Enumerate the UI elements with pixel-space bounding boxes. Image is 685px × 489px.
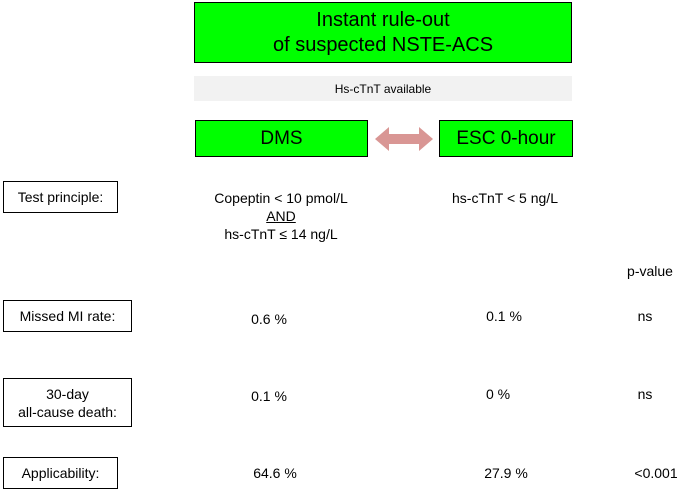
death-label-box: 30-day all-cause death: (3, 378, 132, 427)
esc-label: ESC 0-hour (456, 127, 556, 149)
applicability-p-value: <0.001 (634, 465, 678, 481)
applicability-esc-value: 27.9 % (484, 465, 528, 481)
missed-mi-p-value: ns (637, 308, 653, 324)
death-label-line-1: 30-day (46, 385, 89, 402)
dms-criterion-copeptin: Copeptin < 10 pmol/L (214, 190, 348, 206)
title-line-2: of suspected NSTE-ACS (272, 33, 494, 56)
esc-box: ESC 0-hour (439, 120, 573, 157)
missed-mi-label-box: Missed MI rate: (3, 300, 132, 332)
death-dms-value: 0.1 % (251, 388, 287, 404)
dms-criterion-and: AND (266, 208, 296, 224)
esc-test-principle: hs-cTnT < 5 ng/L (452, 190, 558, 206)
applicability-dms-value: 64.6 % (253, 465, 297, 481)
death-p-value: ns (637, 386, 653, 402)
missed-mi-dms-value: 0.6 % (251, 311, 287, 327)
dms-criterion-hs-ctnt: hs-cTnT ≤ 14 ng/L (224, 226, 338, 242)
title-line-1: Instant rule-out (316, 8, 450, 31)
dms-test-principle: Copeptin < 10 pmol/L AND hs-cTnT ≤ 14 ng… (214, 189, 347, 243)
availability-label: Hs-cTnT available (334, 81, 432, 96)
double-arrow-shape (375, 127, 433, 151)
pvalue-header: p-value (627, 263, 673, 279)
death-esc-value: 0 % (485, 386, 511, 402)
dms-box: DMS (195, 120, 368, 157)
missed-mi-esc-value: 0.1 % (486, 308, 522, 324)
applicability-label: Applicability: (21, 465, 100, 481)
title-box: Instant rule-out of suspected NSTE-ACS (194, 2, 572, 63)
test-principle-label: Test principle: (17, 189, 104, 205)
test-principle-label-box: Test principle: (3, 181, 118, 213)
dms-label: DMS (260, 127, 303, 149)
availability-bar: Hs-cTnT available (194, 76, 572, 101)
missed-mi-label: Missed MI rate: (19, 308, 116, 324)
death-label-line-2: all-cause death: (18, 403, 117, 420)
double-arrow-icon (375, 127, 433, 151)
applicability-label-box: Applicability: (3, 457, 118, 489)
